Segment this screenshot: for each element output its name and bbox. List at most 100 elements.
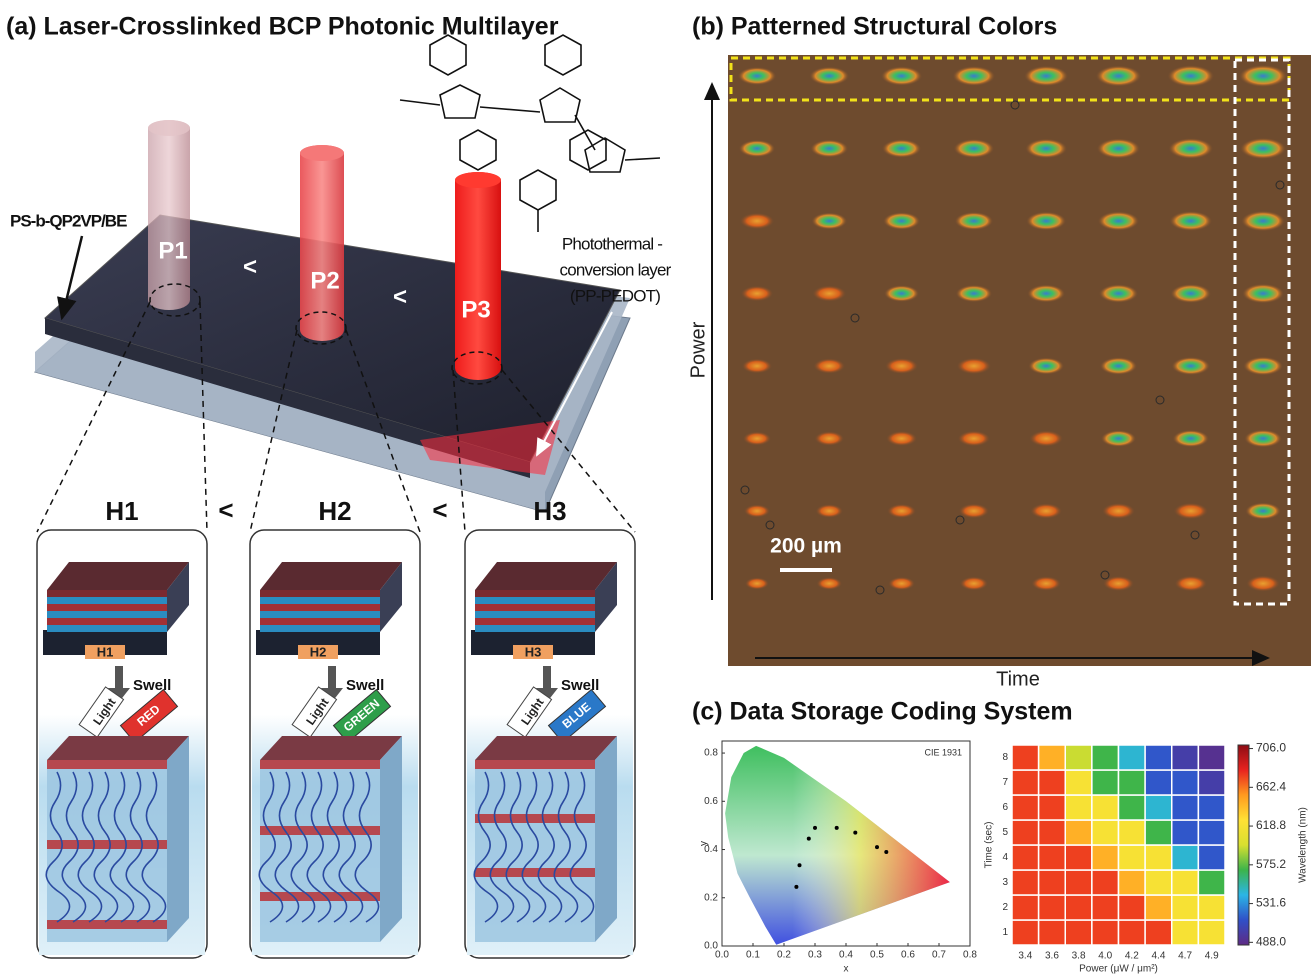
color-spot — [1097, 139, 1140, 159]
panel-title: (b) Patterned Structural Colors — [692, 13, 1057, 41]
color-spot — [1098, 211, 1139, 230]
color-spot — [1170, 211, 1213, 231]
colorbar-tick-label: 618.8 — [1256, 818, 1286, 832]
swell-label: Swell — [346, 677, 384, 694]
axis-label: Time (sec) — [984, 822, 995, 869]
x-tick-label: 0.6 — [901, 950, 915, 961]
heat-cell — [1092, 795, 1119, 820]
heat-cell — [1145, 820, 1172, 845]
color-spot — [744, 505, 770, 518]
heat-cell — [1198, 845, 1225, 870]
heat-cell — [1119, 745, 1146, 770]
comparison: < — [432, 495, 447, 525]
color-spot — [817, 577, 842, 590]
layer — [260, 625, 380, 632]
color-spot — [1169, 138, 1214, 159]
layer — [47, 604, 167, 611]
heat-cell — [1065, 770, 1092, 795]
layer — [260, 604, 380, 611]
layer-label: PS-b-QP2VP/BE — [10, 211, 127, 230]
color-spot — [1167, 65, 1214, 86]
color-spot — [1243, 357, 1283, 376]
layer — [47, 618, 167, 625]
layer — [475, 618, 595, 625]
comparison: < — [393, 283, 407, 310]
heat-cell — [1198, 820, 1225, 845]
comparison: < — [243, 253, 257, 280]
swell-label: Swell — [133, 677, 171, 694]
red-band — [475, 814, 595, 823]
y-tick-label: 6 — [1002, 802, 1008, 813]
x-tick-label: 3.4 — [1018, 951, 1032, 962]
color-spot — [1100, 357, 1137, 374]
heat-cell — [1198, 920, 1225, 945]
heat-cell — [1012, 770, 1039, 795]
color-spot — [884, 285, 919, 302]
color-spot — [1239, 65, 1287, 87]
heat-cell — [1092, 870, 1119, 895]
chip-label: H3 — [525, 644, 542, 659]
heat-cell — [1198, 745, 1225, 770]
x-tick-label: 0.3 — [808, 950, 822, 961]
y-tick-label: 3 — [1002, 877, 1008, 888]
x-tick-label: 0.1 — [746, 950, 760, 961]
x-tick-label: 4.4 — [1151, 951, 1165, 962]
color-spot — [1240, 138, 1286, 159]
x-tick-label: 4.2 — [1125, 951, 1139, 962]
x-tick-label: 4.9 — [1205, 951, 1219, 962]
red-band — [47, 840, 167, 849]
color-spot — [1024, 66, 1068, 86]
color-spot — [1099, 284, 1138, 302]
color-spot — [959, 504, 989, 519]
heat-cell — [1119, 770, 1146, 795]
heat-cell — [1065, 870, 1092, 895]
layer — [475, 590, 595, 597]
heat-cell — [1012, 845, 1039, 870]
color-spot — [1171, 284, 1211, 303]
color-spot — [815, 431, 844, 445]
colorbar-tick-label: 575.2 — [1256, 857, 1286, 871]
heat-cell — [1092, 895, 1119, 920]
y-tick-label: 0.6 — [704, 796, 718, 807]
x-tick-label: 0.5 — [870, 950, 884, 961]
x-tick-label: 4.7 — [1178, 951, 1192, 962]
color-spot — [1174, 503, 1208, 519]
heat-cell — [1039, 895, 1066, 920]
height-label: H3 — [533, 496, 566, 526]
color-spot — [1025, 139, 1067, 158]
heat-cell — [1039, 920, 1066, 945]
heat-cell — [1065, 895, 1092, 920]
layer-top — [260, 562, 402, 590]
y-tick-label: 0.0 — [704, 941, 718, 952]
colorbar-label: Wavelength (nm) — [1298, 807, 1309, 883]
heat-cell — [1039, 795, 1066, 820]
chip-label: H2 — [310, 644, 327, 659]
color-spot — [958, 431, 990, 446]
height-label: H1 — [105, 496, 138, 526]
color-spot — [953, 66, 996, 86]
heat-cell — [1065, 795, 1092, 820]
heat-cell — [1119, 845, 1146, 870]
y-tick-label: 8 — [1002, 752, 1008, 763]
x-tick-label: 0.2 — [777, 950, 791, 961]
color-spot — [956, 285, 992, 302]
color-spot — [1173, 430, 1209, 447]
heat-cell — [1039, 820, 1066, 845]
heat-cell — [1012, 895, 1039, 920]
y-tick-label: 5 — [1002, 827, 1008, 838]
swollen-top — [260, 736, 402, 760]
heat-cell — [1065, 920, 1092, 945]
red-band — [475, 760, 595, 769]
heat-cell — [1065, 845, 1092, 870]
axis-label: Time — [996, 668, 1040, 690]
color-spot — [1245, 503, 1281, 520]
heat-cell — [1039, 870, 1066, 895]
panel-title: (c) Data Storage Coding System — [692, 698, 1073, 726]
heat-cell — [1039, 845, 1066, 870]
heat-cell — [1012, 920, 1039, 945]
x-tick-label: 0.7 — [932, 950, 946, 961]
color-spot — [960, 577, 988, 591]
color-spot — [742, 359, 772, 374]
heat-cell — [1145, 745, 1172, 770]
layer — [475, 611, 595, 618]
